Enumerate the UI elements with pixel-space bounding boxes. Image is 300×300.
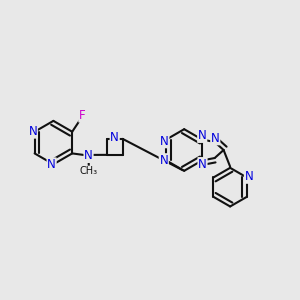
Text: N: N <box>211 132 220 145</box>
Text: N: N <box>198 129 207 142</box>
Text: N: N <box>84 149 93 162</box>
Text: N: N <box>47 158 56 171</box>
Text: F: F <box>79 109 86 122</box>
Text: N: N <box>28 125 37 138</box>
Text: N: N <box>110 131 119 144</box>
Text: CH₃: CH₃ <box>80 166 98 176</box>
Text: N: N <box>198 158 207 171</box>
Text: N: N <box>160 135 169 148</box>
Text: N: N <box>244 170 253 183</box>
Text: N: N <box>159 154 168 167</box>
